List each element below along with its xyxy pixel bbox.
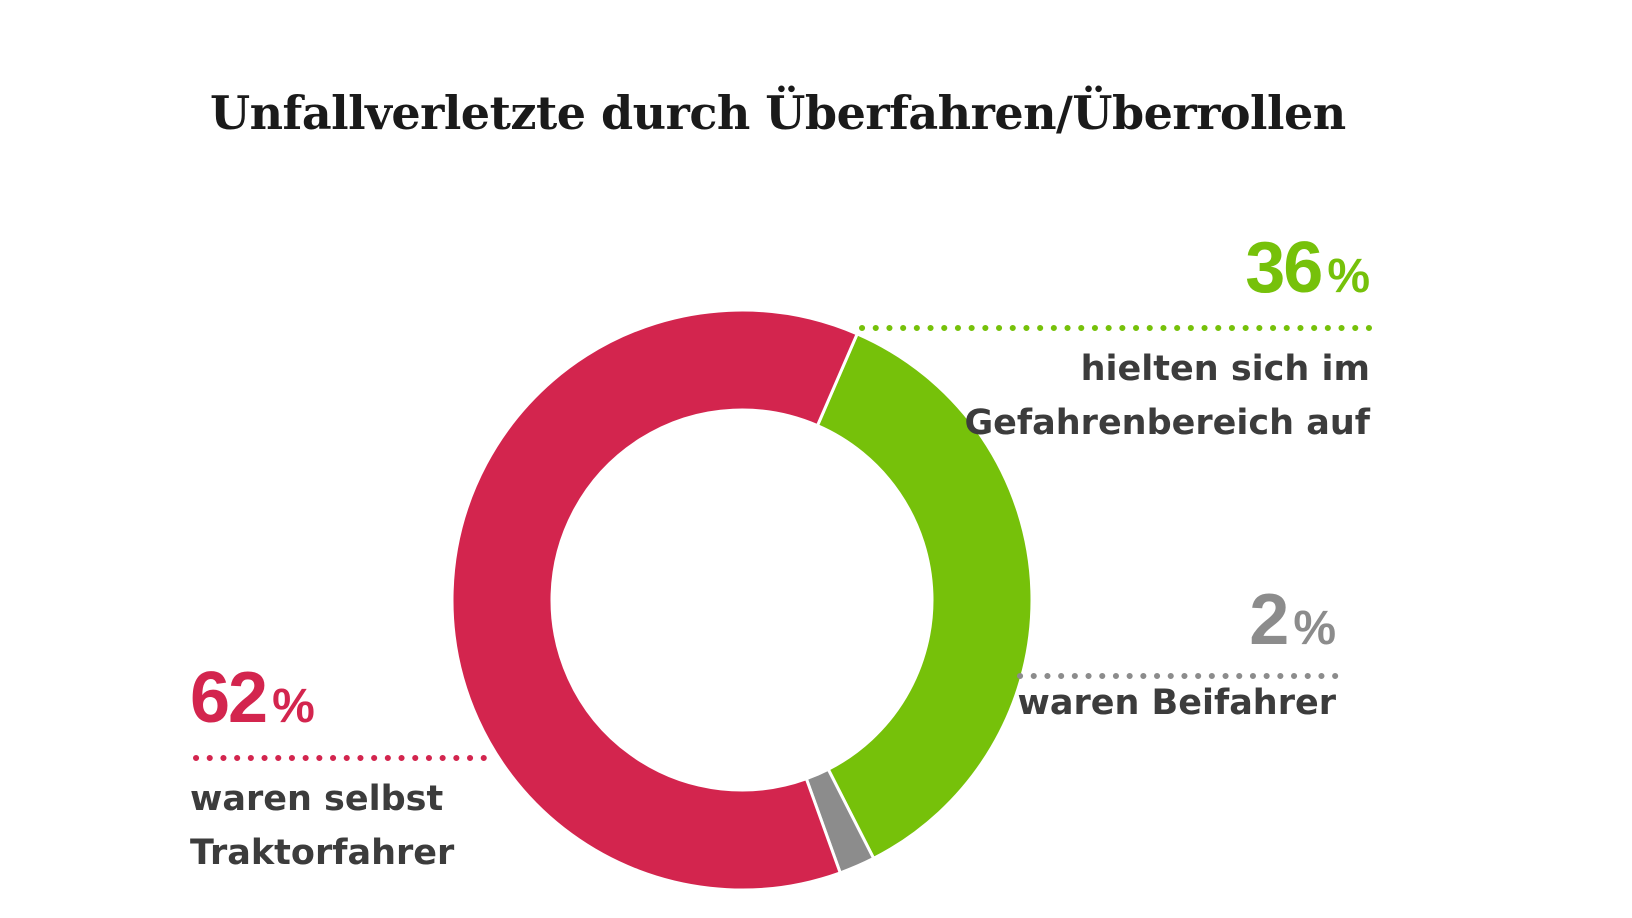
grey-percent-label: 2% [1249, 584, 1336, 656]
grey-percent-value: 2 [1249, 580, 1289, 660]
chart-title: Unfallverletzte durch Überfahren/Überrol… [210, 86, 1346, 140]
donut-slice-green [815, 331, 1034, 861]
green-description-line-1: hielten sich im [1080, 349, 1370, 389]
green-percent-sign: % [1327, 250, 1370, 303]
red-percent-sign: % [272, 680, 315, 733]
green-description-line-2: Gefahrenbereich auf [964, 403, 1370, 443]
grey-description-line-1: waren Beifahrer [1017, 683, 1337, 723]
grey-percent-sign: % [1293, 602, 1336, 655]
red-description-line-1: waren selbst [190, 779, 444, 819]
red-description-line-2: Traktorfahrer [190, 833, 455, 873]
green-description: hielten sich im Gefahrenbereich auf [964, 342, 1370, 450]
red-percent-value: 62 [190, 658, 268, 738]
red-description: waren selbst Traktorfahrer [190, 772, 454, 880]
red-percent-label: 62% [190, 662, 315, 734]
green-percent-value: 36 [1245, 228, 1323, 308]
grey-description: waren Beifahrer [1018, 676, 1337, 730]
donut-slice-red [450, 308, 860, 892]
green-percent-label: 36% [1245, 232, 1370, 304]
